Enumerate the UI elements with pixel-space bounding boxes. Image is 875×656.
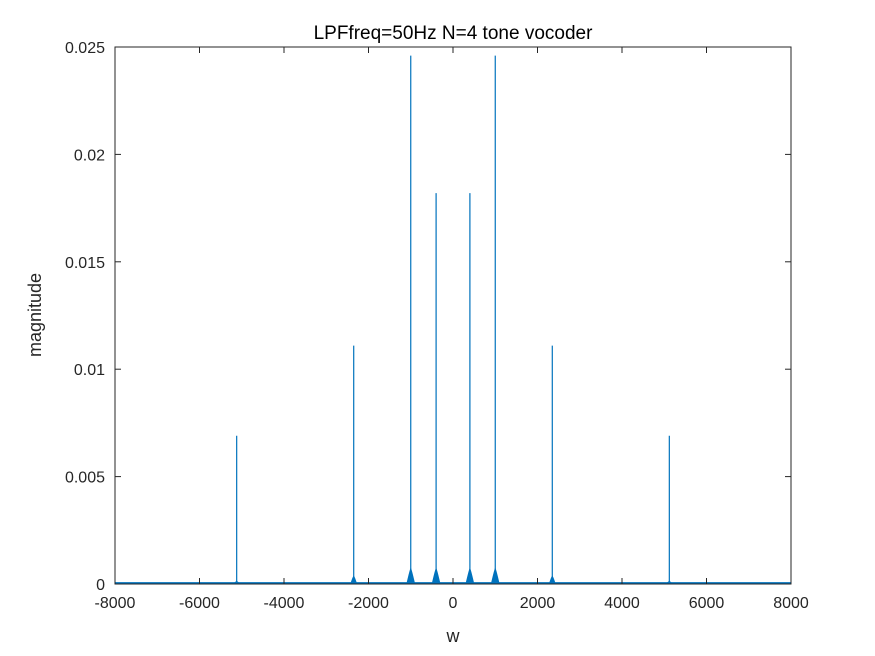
x-tick-label: 4000: [604, 595, 640, 612]
x-axis: -8000 -6000 -4000 -2000 0 2000 4000 6000 8000: [95, 47, 809, 612]
x-tick-label: 8000: [773, 595, 809, 612]
x-axis-label: w: [446, 626, 461, 646]
x-tick-label: 2000: [520, 595, 556, 612]
plot-area: [115, 47, 791, 584]
x-tick-label: 0: [449, 595, 458, 612]
x-tick-label: -6000: [179, 595, 220, 612]
x-tick-label: 6000: [689, 595, 725, 612]
y-axis: 0 0.005 0.01 0.015 0.02 0.025: [65, 40, 791, 594]
y-tick-label: 0: [96, 577, 105, 594]
y-tick-label: 0.015: [65, 255, 105, 272]
y-axis-label: magnitude: [25, 273, 45, 357]
x-tick-label: -2000: [348, 595, 389, 612]
chart-title: LPFfreq=50Hz N=4 tone vocoder: [314, 23, 594, 44]
x-tick-label: -8000: [95, 595, 136, 612]
y-tick-label: 0.005: [65, 470, 105, 487]
y-tick-label: 0.02: [74, 147, 105, 164]
x-tick-label: -4000: [264, 595, 305, 612]
series-layer: [115, 55, 791, 585]
y-tick-label: 0.01: [74, 362, 105, 379]
y-tick-label: 0.025: [65, 40, 105, 57]
